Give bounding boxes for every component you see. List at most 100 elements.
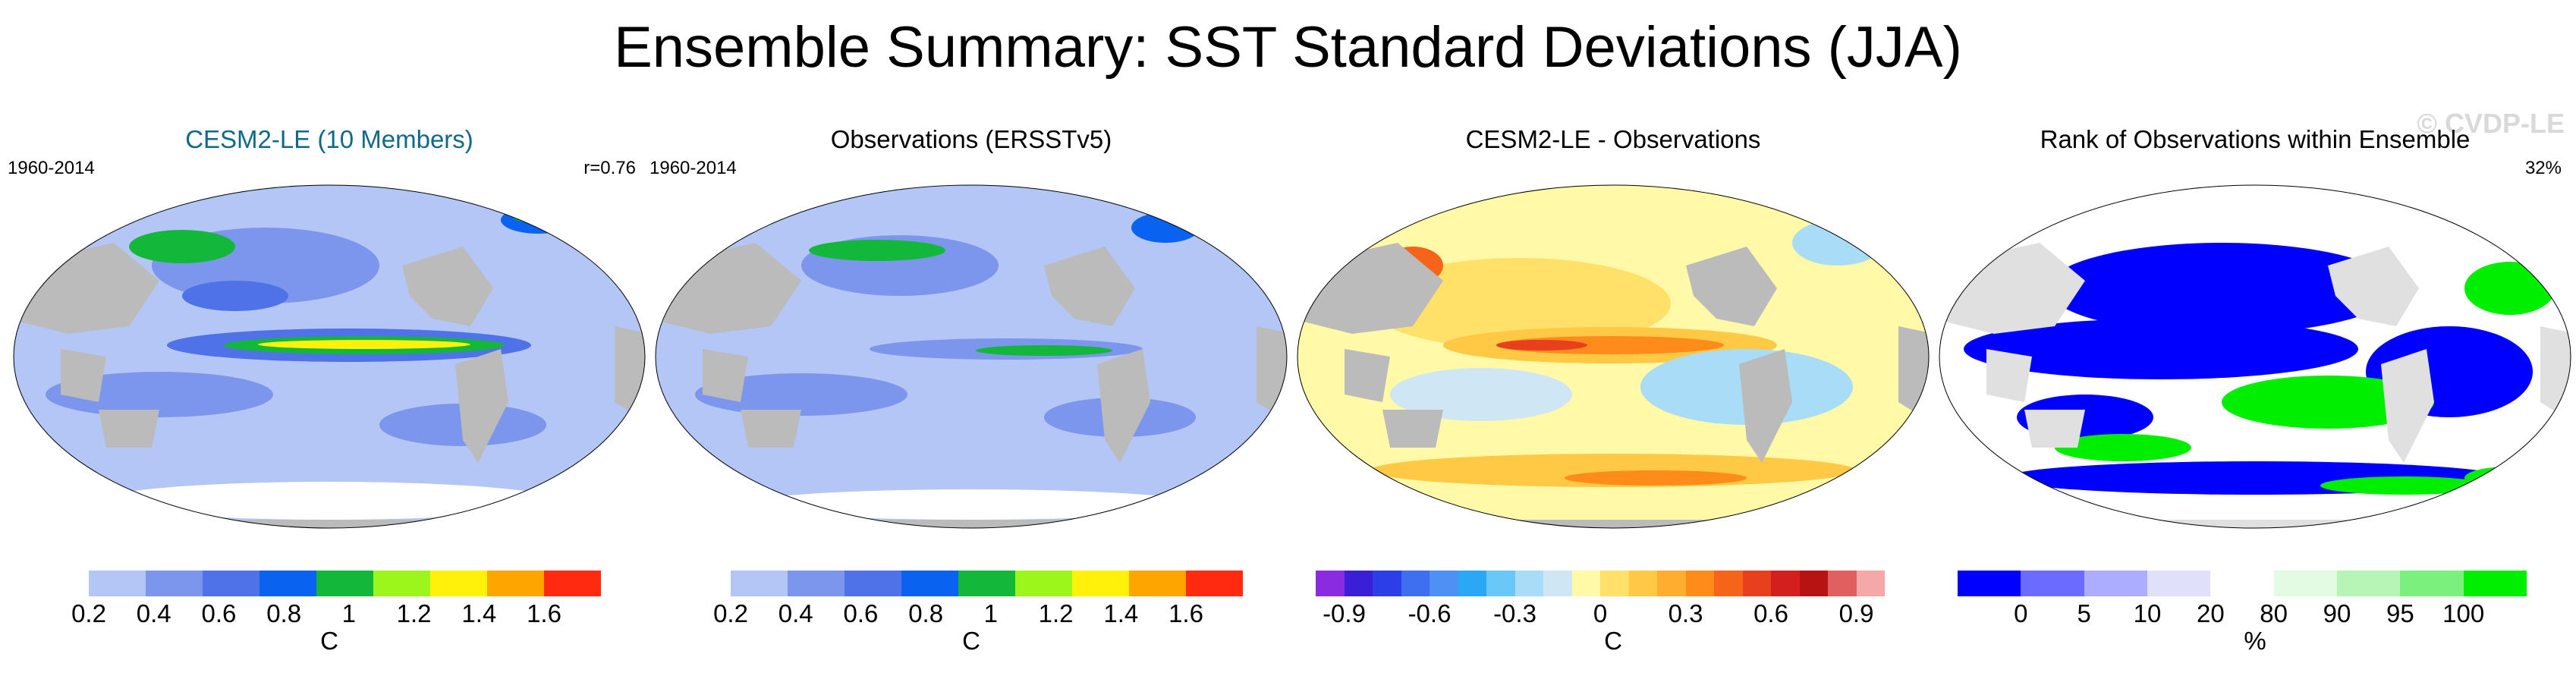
- period-label: 1960-2014: [8, 158, 95, 178]
- colorbar-swatch: [731, 571, 788, 596]
- watermark: © CVDP-LE: [2417, 108, 2565, 139]
- colorbar: [32, 571, 601, 596]
- rank-percentage: 32%: [2524, 158, 2562, 178]
- colorbar-tick-label: 1.2: [1038, 599, 1074, 627]
- panel-title: Rank of Observations within Ensemble: [2040, 125, 2471, 153]
- colorbar-swatch: [373, 571, 430, 596]
- colorbar-swatch: [1799, 571, 1828, 596]
- colorbar-swatch: [1316, 571, 1345, 596]
- colorbar-swatch: [1344, 571, 1373, 596]
- colorbar-swatch: [259, 571, 316, 596]
- colorbar-ticks: -0.9 -0.6 -0.3 0 0.3 0.6 0.9: [1316, 599, 1885, 630]
- colorbar-tick-label: 100: [2442, 599, 2485, 627]
- colorbar-tick-label: 0.3: [1668, 599, 1703, 627]
- colorbar-tick-label: 0.8: [908, 599, 944, 627]
- colorbar-unit: C: [1604, 627, 1622, 655]
- colorbar-swatch: [32, 571, 89, 596]
- colorbar-swatch: [1186, 571, 1243, 596]
- colorbar-swatch: [2400, 571, 2464, 596]
- colorbar-tick-label: -0.6: [1408, 599, 1452, 627]
- colorbar-tick-label: 5: [2077, 599, 2091, 627]
- figure-title: Ensemble Summary: SST Standard Deviation…: [614, 15, 1962, 80]
- colorbar-tick-label: 0.4: [778, 599, 813, 627]
- colorbar-tick-label: 1.6: [1168, 599, 1203, 627]
- colorbar-swatch: [1600, 571, 1629, 596]
- colorbar-swatch: [1828, 571, 1857, 596]
- colorbar-swatch: [788, 571, 845, 596]
- colorbar-swatch: [1771, 571, 1800, 596]
- colorbar-tick-label: 1: [341, 599, 357, 627]
- colorbar-swatch: [1657, 571, 1686, 596]
- colorbar-tick-label: -0.3: [1493, 599, 1536, 627]
- colorbar-tick-label: 10: [2133, 599, 2162, 627]
- colorbar-swatch: [1742, 571, 1771, 596]
- colorbar-swatch: [1628, 571, 1657, 596]
- colorbar-swatch: [316, 571, 373, 596]
- colorbar-swatch: [1571, 571, 1600, 596]
- colorbar-unit: C: [320, 627, 338, 655]
- colorbar-tick-label: 95: [2386, 599, 2414, 627]
- colorbar-tick-label: 0.8: [266, 599, 302, 627]
- colorbar-swatch: [2147, 571, 2211, 596]
- colorbar-swatch: [901, 571, 958, 596]
- colorbar-ticks: 0.2 0.4 0.6 0.8 1 1.2 1.4 1.6: [674, 599, 1243, 630]
- colorbar-tick-label: 0.2: [713, 599, 748, 627]
- colorbar-unit: %: [2244, 627, 2266, 655]
- colorbar-swatch: [1856, 571, 1885, 596]
- colorbar-swatch: [2273, 571, 2337, 596]
- colorbar-swatch: [1129, 571, 1186, 596]
- panel-rank: © CVDP-LE Rank of Observations within En…: [1933, 108, 2576, 660]
- colorbar-tick-label: 0.4: [136, 599, 171, 627]
- colorbar-swatch: [146, 571, 203, 596]
- colorbar-tick-label: 1.4: [1103, 599, 1139, 627]
- colorbar-tick-label: 0.2: [71, 599, 106, 627]
- panel-difference: CESM2-LE - Observations -0.9 -0.6 -0.3: [1291, 114, 1935, 660]
- colorbar-swatch: [89, 571, 146, 596]
- panel-title: CESM2-LE (10 Members): [185, 125, 473, 153]
- colorbar-ticks: 0 5 10 20 80 90 95 100: [1958, 599, 2527, 630]
- colorbar-tick-label: 0.9: [1838, 599, 1874, 627]
- colorbar-swatch: [1958, 571, 2021, 596]
- panel-title: Observations (ERSSTv5): [830, 125, 1112, 153]
- colorbar-tick-label: 0.6: [1754, 599, 1788, 627]
- colorbar-swatch: [1015, 571, 1072, 596]
- colorbar-tick-label: 0.6: [201, 599, 237, 627]
- colorbar-swatch: [2463, 571, 2527, 596]
- pattern-correlation: r=0.76: [583, 158, 636, 178]
- colorbar-tick-label: -0.9: [1323, 599, 1366, 627]
- colorbar-swatch: [1486, 571, 1515, 596]
- colorbar-swatch: [1514, 571, 1543, 596]
- colorbar-swatch: [2336, 571, 2401, 596]
- colorbar-swatch: [1543, 571, 1572, 596]
- colorbar-swatch: [430, 571, 487, 596]
- colorbar-swatch: [845, 571, 901, 596]
- colorbar-swatch: [544, 571, 601, 596]
- colorbar-tick-label: 0: [1593, 599, 1608, 627]
- colorbar-tick-label: 0.6: [843, 599, 879, 627]
- colorbar: [1316, 571, 1885, 596]
- colorbar: [674, 571, 1243, 596]
- panel-cesm2: CESM2-LE (10 Members) 1960-2014 r=0.76: [8, 114, 651, 660]
- colorbar-tick-label: 1.2: [396, 599, 432, 627]
- colorbar-swatch: [1685, 571, 1714, 596]
- colorbar-ticks: 0.2 0.4 0.6 0.8 1 1.2 1.4 1.6: [32, 599, 601, 630]
- panel-observations: Observations (ERSSTv5) 1960-2014 0.2 0.4 0…: [650, 114, 1293, 660]
- colorbar-tick-label: 0: [2014, 599, 2028, 627]
- period-label: 1960-2014: [650, 158, 737, 178]
- colorbar-swatch: [2021, 571, 2084, 596]
- colorbar-swatch: [487, 571, 544, 596]
- colorbar-swatch: [2084, 571, 2147, 596]
- colorbar-swatch: [1373, 571, 1401, 596]
- colorbar-tick-label: 1.4: [461, 599, 497, 627]
- rank-map: [1939, 184, 2571, 529]
- colorbar-swatch: [1714, 571, 1743, 596]
- colorbar-swatch: [958, 571, 1015, 596]
- colorbar-unit: C: [962, 627, 980, 655]
- sst-stddev-map: [13, 184, 646, 529]
- sst-difference-map: [1297, 184, 1930, 529]
- colorbar-swatch: [203, 571, 259, 596]
- colorbar-swatch: [1072, 571, 1129, 596]
- colorbar-swatch: [2210, 571, 2274, 596]
- colorbar-tick-label: 90: [2323, 599, 2351, 627]
- colorbar-tick-label: 1: [983, 599, 999, 627]
